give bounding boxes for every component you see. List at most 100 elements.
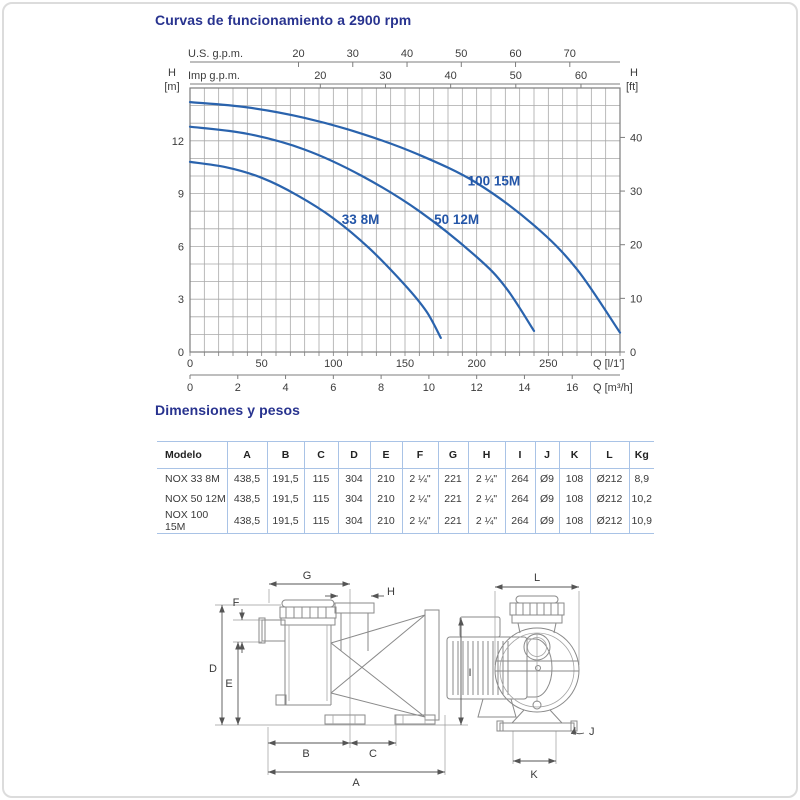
svg-text:6: 6 [330, 382, 336, 394]
table-cell: 438,5 [226, 489, 268, 509]
table-cell: 264 [504, 509, 536, 534]
svg-text:U.S. g.p.m.: U.S. g.p.m. [188, 48, 243, 60]
dim-label-D: D [209, 663, 217, 675]
svg-text:Q [m³/h]: Q [m³/h] [593, 382, 633, 394]
dim-label-B: B [302, 748, 309, 760]
table-cell: 221 [437, 468, 469, 489]
table-cell: 10,9 [628, 509, 654, 534]
svg-text:0: 0 [630, 347, 636, 359]
table-cell: 191,5 [266, 509, 305, 534]
table-cell: Ø9 [534, 509, 560, 534]
table-header-cell: Kg [628, 441, 654, 469]
svg-text:200: 200 [467, 358, 485, 370]
dimensions-table-title: Dimensiones y pesos [155, 402, 301, 418]
table-header-cell: G [437, 441, 469, 469]
svg-text:70: 70 [564, 48, 576, 60]
svg-text:50: 50 [510, 70, 522, 82]
svg-text:30: 30 [379, 70, 391, 82]
table-cell: 264 [504, 468, 536, 489]
table-cell: Ø9 [534, 489, 560, 509]
svg-text:10: 10 [423, 382, 435, 394]
table-cell: 2 ¼" [401, 509, 439, 534]
extension-lines [215, 589, 468, 775]
dimension-lines [495, 584, 585, 764]
svg-text:60: 60 [575, 70, 587, 82]
svg-text:H: H [168, 67, 176, 79]
dimension-labels: G H F D E I B C A [209, 570, 472, 789]
table-header-cell: C [303, 441, 339, 469]
table-cell: 210 [369, 489, 403, 509]
svg-text:H: H [630, 67, 638, 79]
table-cell: 2 ¼" [467, 509, 506, 534]
dimension-labels: L J K [530, 572, 594, 781]
pump-side-view-drawing: G H F D E I B C A [209, 570, 553, 789]
table-cell: 210 [369, 468, 403, 489]
table-cell: 304 [337, 468, 371, 489]
svg-text:12: 12 [471, 382, 483, 394]
svg-text:[ft]: [ft] [626, 81, 638, 93]
table-cell: Ø9 [534, 468, 560, 489]
table-header-cell: I [504, 441, 536, 469]
table-cell: 108 [558, 468, 591, 489]
table-header-cell: E [369, 441, 403, 469]
curve-33-8M [188, 160, 442, 339]
curve-label-100-15M: 100 15M [468, 173, 521, 188]
table-cell: 191,5 [266, 468, 305, 489]
table-cell: 304 [337, 509, 371, 534]
table-cell: 304 [337, 489, 371, 509]
table-header-cell: F [401, 441, 439, 469]
dim-label-I: I [468, 667, 471, 679]
curve-label-33-8M: 33 8M [342, 212, 380, 227]
table-row: NOX 100 15M 438,5 191,5 115 304 210 2 ¼" 221 2 ¼… [157, 509, 654, 534]
table-cell: 438,5 [226, 468, 268, 489]
table-cell: Ø212 [589, 489, 630, 509]
table-cell: 221 [437, 509, 469, 534]
table-cell: 2 ¼" [467, 468, 506, 489]
table-cell: Ø212 [589, 509, 630, 534]
table-cell: 221 [437, 489, 469, 509]
pump-front-art [494, 595, 580, 732]
svg-text:250: 250 [539, 358, 557, 370]
table-row: NOX 33 8M 438,5 191,5 115 304 210 2 ¼" 221 2 ¼" 2… [157, 468, 654, 489]
table-cell: 115 [303, 468, 339, 489]
svg-text:20: 20 [630, 240, 642, 252]
table-cell: 2 ¼" [401, 489, 439, 509]
table-body: NOX 33 8M 438,5 191,5 115 304 210 2 ¼" 221 2 ¼" 2… [157, 468, 654, 534]
table-cell: NOX 50 12M [157, 489, 228, 509]
dim-label-C: C [369, 748, 377, 760]
table-header-cell: L [589, 441, 630, 469]
dim-label-G: G [303, 570, 312, 582]
table-header-cell: H [467, 441, 506, 469]
svg-text:0: 0 [187, 382, 193, 394]
table-header-cell: A [226, 441, 268, 469]
table-header-cell: K [558, 441, 591, 469]
svg-text:8: 8 [378, 382, 384, 394]
table-cell: 2 ¼" [467, 489, 506, 509]
svg-text:30: 30 [630, 186, 642, 198]
svg-text:12: 12 [172, 136, 184, 148]
pump-front-view-drawing: L J K [494, 572, 595, 781]
curve-label-50-12M: 50 12M [434, 212, 479, 227]
table-cell: 10,2 [628, 489, 654, 509]
table-cell: 2 ¼" [401, 468, 439, 489]
table-cell: NOX 100 15M [157, 509, 228, 534]
table-cell: 210 [369, 509, 403, 534]
dim-label-H: H [387, 586, 395, 598]
table-header: Modelo A B C D E F G H I J K L Kg [157, 441, 654, 469]
svg-text:40: 40 [445, 70, 457, 82]
table-cell: 115 [303, 489, 339, 509]
svg-text:0: 0 [187, 358, 193, 370]
table-cell: 438,5 [226, 509, 268, 534]
dim-label-E: E [225, 678, 232, 690]
table-cell: 108 [558, 489, 591, 509]
svg-text:60: 60 [509, 48, 521, 60]
dim-label-K: K [530, 769, 538, 781]
svg-text:3: 3 [178, 294, 184, 306]
table-cell: 191,5 [266, 489, 305, 509]
table-header-cell: B [266, 441, 305, 469]
dim-label-F: F [233, 597, 240, 609]
table-cell: Ø212 [589, 468, 630, 489]
svg-text:Q [l/1']: Q [l/1'] [593, 358, 624, 370]
